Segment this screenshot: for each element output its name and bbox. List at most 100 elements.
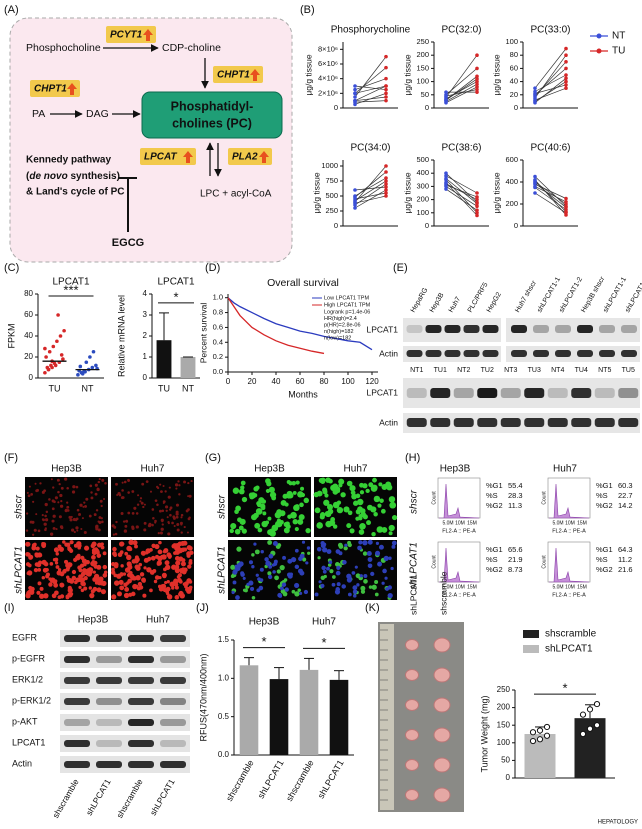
blot-strip bbox=[60, 651, 190, 668]
cell-dot bbox=[316, 546, 322, 552]
x-axis-label: Months bbox=[288, 389, 318, 399]
up-arrow-icon bbox=[143, 29, 153, 41]
cell-dot bbox=[367, 557, 373, 562]
cell-dot bbox=[300, 486, 305, 491]
cell-dot bbox=[283, 578, 288, 582]
cell-dot bbox=[303, 589, 309, 595]
y-tick-label: 80 bbox=[24, 289, 33, 298]
phase-label: %G2 bbox=[596, 565, 613, 574]
cell-dot bbox=[48, 498, 51, 501]
cell-dot bbox=[118, 541, 125, 547]
cell-dot bbox=[284, 502, 289, 507]
cell-dot bbox=[98, 478, 101, 481]
point bbox=[475, 195, 479, 199]
cell-dot bbox=[359, 482, 364, 488]
point bbox=[579, 730, 587, 738]
x-tick-label: 10M bbox=[565, 584, 575, 590]
enzyme-label: PCYT1 bbox=[110, 30, 143, 41]
blot-band bbox=[577, 350, 593, 357]
chart-title: LPCAT1 bbox=[52, 277, 89, 288]
cell-dot bbox=[390, 502, 396, 508]
label-part: de novo bbox=[29, 171, 67, 182]
cell-dot bbox=[39, 593, 45, 599]
point bbox=[51, 344, 56, 349]
cell-dot bbox=[284, 587, 289, 592]
cell-dot bbox=[290, 511, 297, 519]
cell-dot bbox=[161, 520, 164, 523]
x-tick-label: 40 bbox=[272, 377, 281, 386]
y-tick-label: 50 bbox=[501, 756, 510, 765]
blot-band bbox=[128, 698, 154, 705]
axis-label: Count bbox=[541, 491, 547, 505]
cell-dot bbox=[37, 568, 42, 572]
point bbox=[49, 363, 53, 368]
point bbox=[384, 170, 388, 174]
column-label: Hep3B bbox=[51, 464, 82, 475]
blot-band bbox=[128, 761, 154, 768]
cell-dot bbox=[118, 493, 122, 497]
x-tick-label: 10M bbox=[455, 584, 465, 590]
pair-line bbox=[534, 84, 567, 94]
cell-dot bbox=[33, 528, 37, 532]
y-tick-label: 500 bbox=[416, 155, 429, 164]
point bbox=[353, 87, 357, 92]
up-arrow-icon bbox=[183, 151, 193, 163]
point bbox=[586, 706, 594, 713]
x-tick-label: 5.0M bbox=[552, 584, 563, 590]
pair-line bbox=[445, 78, 478, 101]
phase-value: 21.9 bbox=[508, 555, 523, 564]
cell-dot bbox=[167, 495, 171, 499]
up-arrow-icon bbox=[259, 151, 269, 163]
point bbox=[533, 181, 537, 185]
y-axis-label: μg/g tissue bbox=[402, 54, 412, 96]
point bbox=[475, 66, 479, 71]
cell-dot bbox=[318, 477, 324, 483]
cell-dot bbox=[376, 526, 384, 533]
cell-dot bbox=[279, 564, 285, 571]
cell-dot bbox=[127, 564, 133, 570]
cell-dot bbox=[180, 523, 183, 526]
cell-dot bbox=[138, 562, 143, 567]
cell-dot bbox=[136, 503, 140, 506]
blot-band bbox=[594, 418, 615, 427]
cell-dot bbox=[169, 513, 172, 517]
cell-dot bbox=[152, 569, 157, 573]
cell-dot bbox=[377, 561, 382, 567]
cell-dot bbox=[188, 560, 193, 565]
cell-dot bbox=[125, 519, 129, 523]
cell-dot bbox=[367, 539, 373, 545]
cell-dot bbox=[174, 483, 179, 487]
cell-dot bbox=[142, 593, 147, 598]
point bbox=[564, 83, 568, 87]
blot-band bbox=[477, 388, 498, 398]
cell-dot bbox=[248, 492, 254, 498]
cell-dot bbox=[355, 573, 361, 579]
point bbox=[533, 174, 537, 179]
y-tick-label: 100 bbox=[505, 37, 518, 46]
cell-dot bbox=[371, 531, 376, 537]
pair-line bbox=[354, 85, 387, 94]
cell-dot bbox=[72, 485, 76, 489]
cell-dot bbox=[180, 547, 186, 553]
cell-dot bbox=[240, 480, 246, 486]
cell-dot bbox=[164, 505, 169, 509]
cell-dot bbox=[78, 568, 83, 573]
x-tick-label: 15M bbox=[577, 584, 587, 590]
pair-line bbox=[354, 78, 387, 90]
cell-dot bbox=[175, 515, 179, 519]
cell-dot bbox=[90, 589, 95, 594]
cell-dot bbox=[119, 572, 124, 577]
cell-dot bbox=[250, 586, 255, 591]
cell-dot bbox=[251, 565, 255, 569]
phase-label: %G1 bbox=[596, 481, 613, 490]
cell-dot bbox=[28, 485, 31, 488]
cell-dot bbox=[54, 590, 59, 596]
blot-band bbox=[128, 719, 154, 726]
micrograph bbox=[111, 477, 194, 537]
cell-dot bbox=[45, 572, 51, 577]
cell-dot bbox=[264, 557, 269, 562]
cell-dot bbox=[84, 545, 90, 551]
x-tick-label: 5.0M bbox=[442, 584, 453, 590]
point bbox=[353, 195, 357, 199]
cell-dot bbox=[232, 580, 237, 585]
